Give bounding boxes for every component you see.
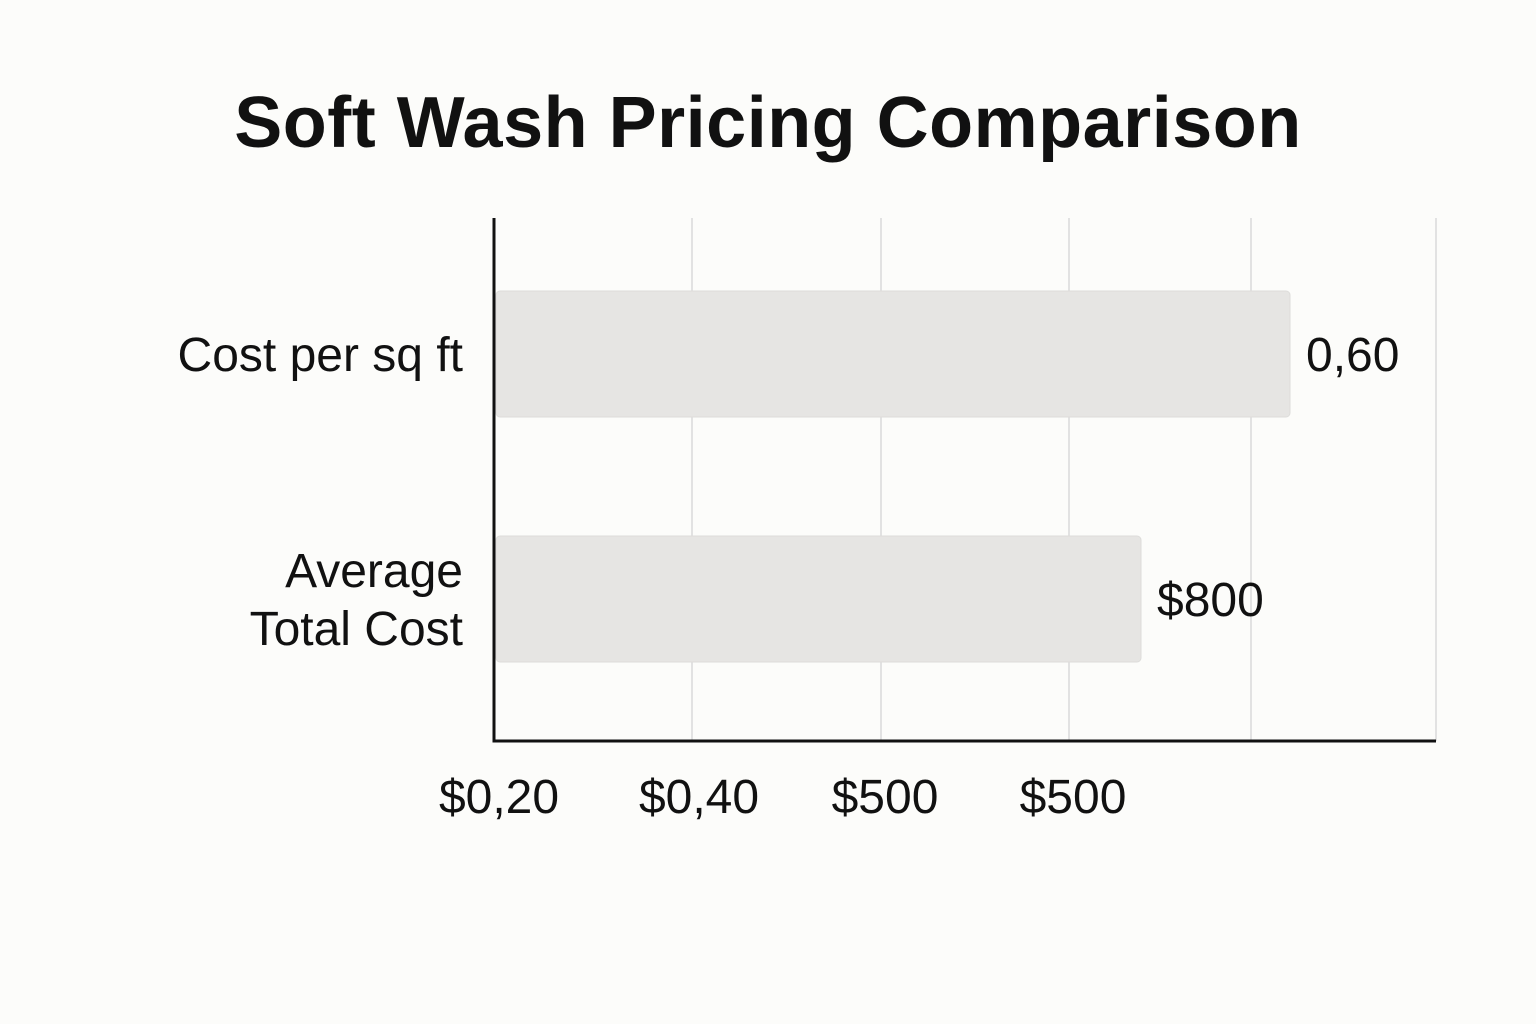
x-tick-label: $0,40 (639, 771, 759, 824)
x-tick-label: $500 (1020, 771, 1127, 824)
chart-title: Soft Wash Pricing Comparison (234, 83, 1302, 163)
category-label: Average Total Cost (250, 545, 463, 656)
bar (495, 535, 1142, 663)
x-tick-label: $500 (832, 771, 939, 824)
category-label: Cost per sq ft (178, 329, 463, 382)
x-tick-label: $0,20 (439, 771, 559, 824)
data-label: $800 (1157, 574, 1264, 627)
bar (495, 290, 1291, 418)
data-label: 0,60 (1306, 329, 1399, 382)
